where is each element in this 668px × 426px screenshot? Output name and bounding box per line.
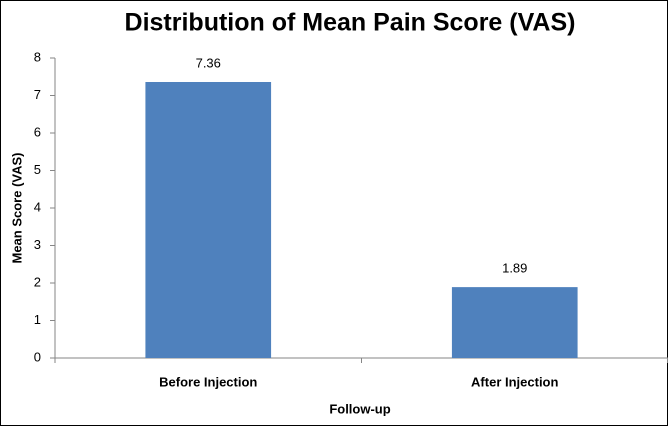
- y-tick-label: 0: [34, 349, 41, 364]
- x-axis-label: Follow-up: [329, 401, 390, 416]
- y-tick-label: 2: [34, 274, 41, 289]
- bar: [451, 287, 578, 358]
- y-tick-label: 5: [34, 162, 41, 177]
- data-label: 7.36: [196, 55, 221, 70]
- chart-title: Distribution of Mean Pain Score (VAS): [125, 9, 576, 37]
- y-tick-label: 4: [34, 199, 41, 214]
- x-tick-label: Before Injection: [159, 374, 257, 389]
- y-tick-label: 3: [34, 237, 41, 252]
- bar: [145, 82, 272, 358]
- x-tick-label: After Injection: [471, 374, 558, 389]
- y-tick-label: 7: [34, 87, 41, 102]
- y-tick-label: 6: [34, 124, 41, 139]
- y-tick-label: 8: [34, 49, 41, 64]
- y-axis-label: Mean Score (VAS): [9, 152, 24, 263]
- data-label: 1.89: [502, 261, 527, 276]
- y-tick-label: 1: [34, 312, 41, 327]
